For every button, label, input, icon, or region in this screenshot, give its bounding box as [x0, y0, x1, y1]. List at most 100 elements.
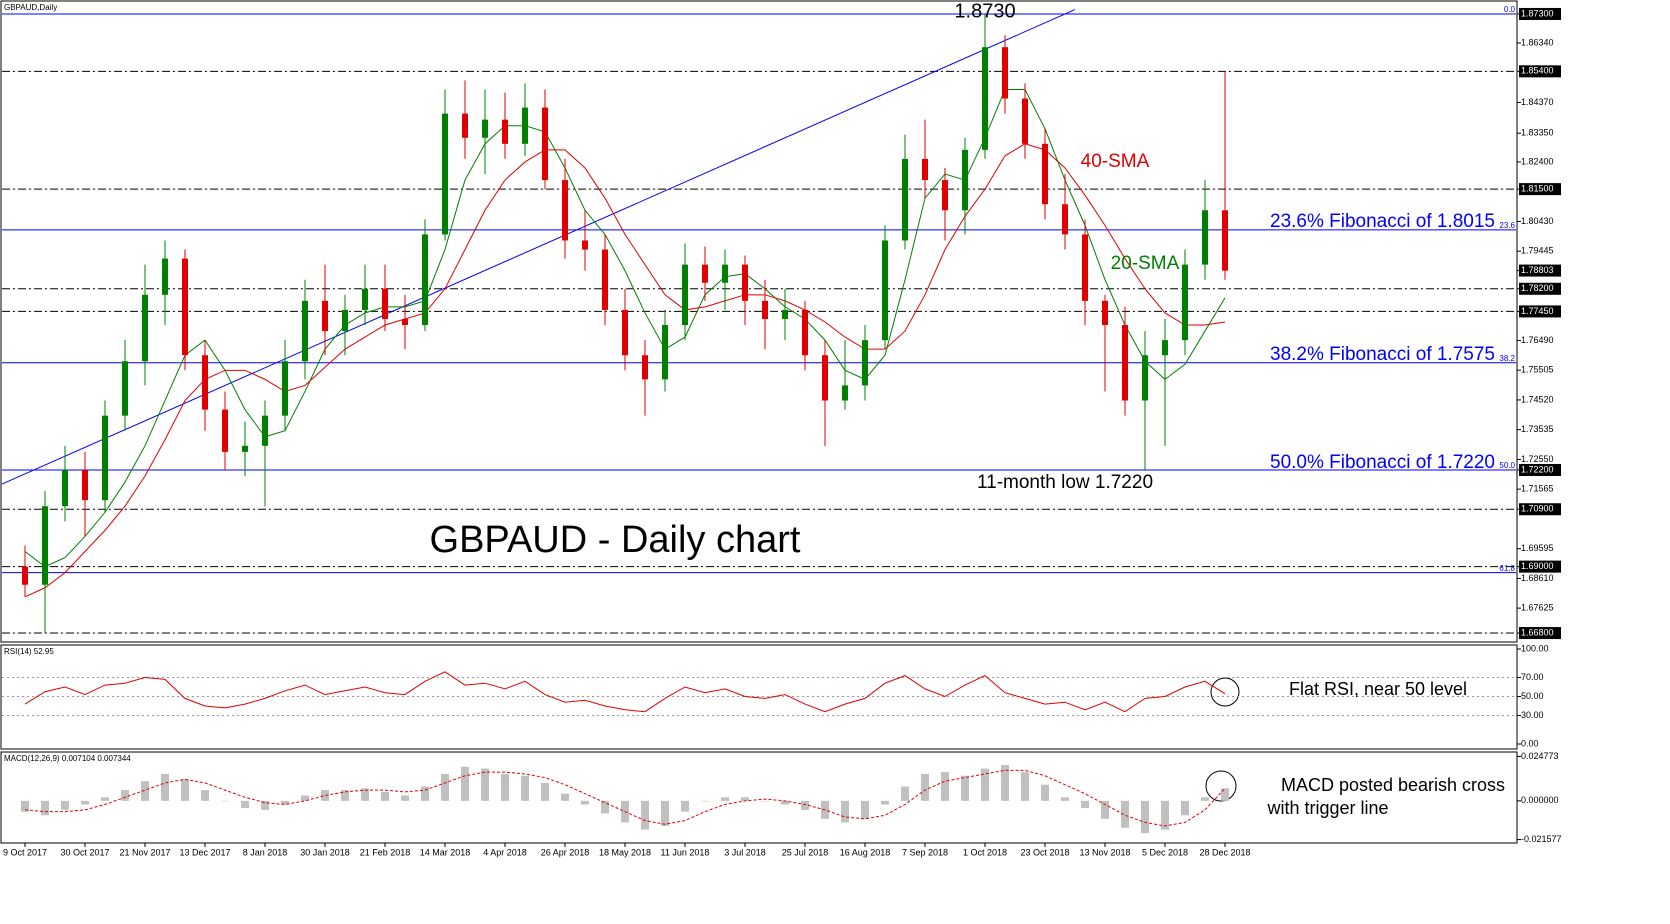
candle-body	[622, 309, 628, 356]
candle-body	[1122, 325, 1128, 401]
y-tick-label: 70.00	[1521, 672, 1544, 682]
macd-histogram-bar	[861, 800, 869, 819]
y-tick-highlight	[1519, 560, 1561, 573]
y-tick-label: -0.021577	[1521, 834, 1562, 844]
y-tick-label: 1.72200	[1521, 464, 1554, 474]
macd-histogram-bar	[521, 775, 529, 801]
y-tick-label: 1.86340	[1521, 37, 1554, 47]
candle-body	[22, 566, 28, 585]
macd-histogram-bar	[561, 793, 569, 801]
x-tick-label: 11 Jun 2018	[661, 847, 710, 857]
macd-histogram-bar	[21, 800, 29, 812]
candle-body	[382, 288, 388, 319]
y-tick-label: 1.72550	[1521, 454, 1554, 464]
macd-panel-frame	[0, 751, 1518, 844]
macd-histogram-bar	[1081, 800, 1089, 809]
macd-histogram-bar	[441, 773, 449, 801]
candle-body	[842, 385, 848, 401]
x-tick-label: 21 Nov 2017	[119, 847, 170, 857]
candle-body	[642, 355, 648, 380]
y-tick-label: 1.81500	[1521, 183, 1554, 193]
macd-histogram-bar	[461, 766, 469, 801]
candle-body	[702, 264, 708, 283]
annotation: 40-SMA	[1081, 151, 1150, 172]
macd-histogram-bar	[321, 790, 329, 801]
candle-body	[902, 158, 908, 241]
candle-body	[502, 119, 508, 144]
x-tick-label: 21 Feb 2018	[360, 847, 411, 857]
candle-body	[742, 264, 748, 301]
y-tick-label: 1.69000	[1521, 561, 1554, 571]
main-panel-frame	[0, 0, 1518, 643]
x-tick-label: 25 Jul 2018	[782, 847, 829, 857]
macd-histogram-bar	[721, 797, 729, 801]
candle-body	[782, 309, 788, 319]
candle-body	[922, 158, 928, 181]
y-tick-label: 1.76490	[1521, 335, 1554, 345]
macd-histogram-bar	[341, 790, 349, 801]
candle-body	[102, 415, 108, 501]
annotation: with trigger line	[1266, 798, 1388, 818]
macd-histogram-bar	[901, 786, 909, 801]
macd-histogram-bar	[601, 800, 609, 814]
y-tick-label: 1.74520	[1521, 394, 1554, 404]
y-tick-label: 1.66800	[1521, 627, 1554, 637]
y-tick-highlight	[1519, 627, 1561, 640]
macd-histogram-bar	[921, 773, 929, 801]
y-tick-label: 1.83350	[1521, 128, 1554, 138]
x-tick-label: 26 Apr 2018	[541, 847, 590, 857]
y-tick-label: 100.00	[1521, 643, 1549, 653]
y-tick-label: 0.024773	[1521, 751, 1559, 761]
macd-histogram-bar	[1001, 764, 1009, 801]
candle-body	[282, 361, 288, 416]
y-tick-label: 1.80430	[1521, 216, 1554, 226]
y-tick-label: 1.84370	[1521, 97, 1554, 107]
macd-histogram-bar	[1201, 797, 1209, 801]
x-tick-label: 18 May 2018	[599, 847, 651, 857]
y-tick-highlight	[1519, 503, 1561, 516]
y-tick-highlight	[1519, 463, 1561, 476]
candle-body	[862, 340, 868, 386]
macd-signal-line	[24, 769, 1226, 827]
candle-body	[582, 240, 588, 250]
y-tick-label: 1.87300	[1521, 8, 1554, 18]
macd-histogram-bar	[61, 800, 69, 810]
x-tick-label: 30 Oct 2017	[60, 847, 109, 857]
x-tick-label: 3 Jul 2018	[724, 847, 766, 857]
panel-label: MACD(12,26,9) 0.007104 0.007344	[4, 754, 131, 763]
y-tick-label: 1.68610	[1521, 573, 1554, 583]
candle-body	[942, 180, 948, 211]
macd-histogram-bar	[1161, 800, 1169, 830]
macd-histogram-bar	[121, 790, 129, 801]
annotation: 20-SMA	[1111, 253, 1180, 274]
macd-histogram-bar	[1141, 800, 1149, 834]
annotation: 38.2% Fibonacci of 1.7575	[1270, 344, 1495, 365]
macd-histogram-bar	[741, 797, 749, 801]
y-tick-highlight	[1519, 183, 1561, 196]
macd-histogram-bar	[361, 788, 369, 801]
annotation: 23.6% Fibonacci of 1.8015	[1270, 211, 1495, 232]
y-tick-highlight	[1519, 305, 1561, 318]
candle-body	[322, 300, 328, 332]
y-tick-label: 1.79445	[1521, 246, 1554, 256]
x-tick-label: 8 Jan 2018	[243, 847, 288, 857]
annotation: 1.8730	[954, 0, 1015, 22]
macd-histogram-bar	[781, 800, 789, 805]
y-tick-highlight	[1519, 282, 1561, 295]
candle-body	[362, 288, 368, 310]
macd-histogram-bar	[1121, 800, 1129, 828]
candle-body	[82, 469, 88, 501]
macd-histogram-bar	[41, 800, 49, 816]
macd-histogram-bar	[81, 800, 89, 805]
macd-histogram-bar	[941, 772, 949, 801]
macd-histogram-bar	[101, 797, 109, 801]
x-tick-label: 23 Oct 2018	[1020, 847, 1069, 857]
y-tick-label: 1.78803	[1521, 265, 1554, 275]
candle-body	[1222, 210, 1228, 271]
annotation: Flat RSI, near 50 level	[1289, 679, 1467, 699]
candle-body	[302, 300, 308, 362]
macd-histogram-bar	[641, 800, 649, 830]
x-tick-label: 1 Oct 2018	[963, 847, 1007, 857]
candle-body	[1082, 234, 1088, 301]
